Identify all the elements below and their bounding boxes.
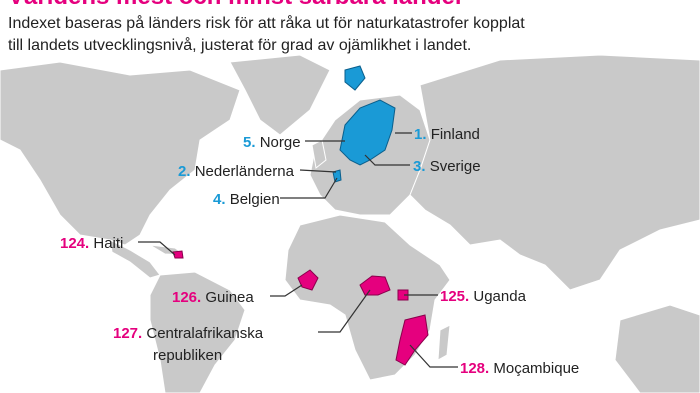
country-label: 125. Uganda (440, 288, 527, 305)
country-label: 1. Finland (414, 126, 480, 143)
country-name-cont: republiken (153, 347, 222, 364)
country-name: Haiti (93, 235, 123, 252)
central-america (109, 239, 161, 279)
nordic-countries (339, 99, 396, 166)
country-name: Uganda (473, 288, 526, 305)
rank: 3. (413, 158, 426, 175)
subtitle: till landets utvecklingsnivå, justerat f… (8, 36, 471, 54)
country-label: 127. Centralafrikanska (113, 325, 264, 342)
south-america (149, 271, 246, 393)
rank: 125. (440, 288, 469, 305)
country-name: Belgien (230, 191, 280, 208)
uganda (397, 289, 409, 301)
title: Världens mest och minst sårbara länder (8, 0, 464, 10)
country-name: Moçambique (493, 360, 579, 377)
greenland (229, 54, 331, 136)
country-name: Guinea (205, 289, 254, 306)
country-name: Norge (260, 134, 301, 151)
uk (311, 139, 327, 169)
country-name: Centralafrikanska (146, 325, 263, 342)
rank: 124. (60, 235, 89, 252)
rank: 4. (213, 191, 226, 208)
country-label: 124. Haiti (60, 235, 123, 252)
asia (409, 54, 700, 291)
africa (284, 214, 451, 381)
country-label: 5. Norge (243, 134, 301, 151)
rank: 5. (243, 134, 256, 151)
country-name: Finland (431, 126, 480, 143)
australia (614, 304, 700, 393)
rank: 1. (414, 126, 427, 143)
haiti (172, 250, 184, 259)
rank: 128. (460, 360, 489, 377)
world-map (0, 54, 700, 393)
madagascar (437, 324, 451, 361)
svalbard (344, 65, 366, 91)
country-label: 2. Nederländerna (178, 163, 295, 180)
leader-lines (138, 132, 458, 368)
country-label: 126. Guinea (172, 289, 254, 306)
north-america (0, 61, 241, 246)
country-name: Sverige (430, 158, 481, 175)
country-label: 3. Sverige (413, 158, 481, 175)
subtitle: Indexet baseras på länders risk för att … (8, 14, 525, 32)
country-label: 4. Belgien (213, 191, 280, 208)
car (359, 275, 391, 296)
rank: 127. (113, 325, 142, 342)
country-label: 128. Moçambique (460, 360, 579, 377)
mozambique (395, 314, 429, 366)
rank: 2. (178, 163, 191, 180)
rank: 126. (172, 289, 201, 306)
country-name: Nederländerna (195, 163, 295, 180)
benelux (332, 169, 342, 183)
